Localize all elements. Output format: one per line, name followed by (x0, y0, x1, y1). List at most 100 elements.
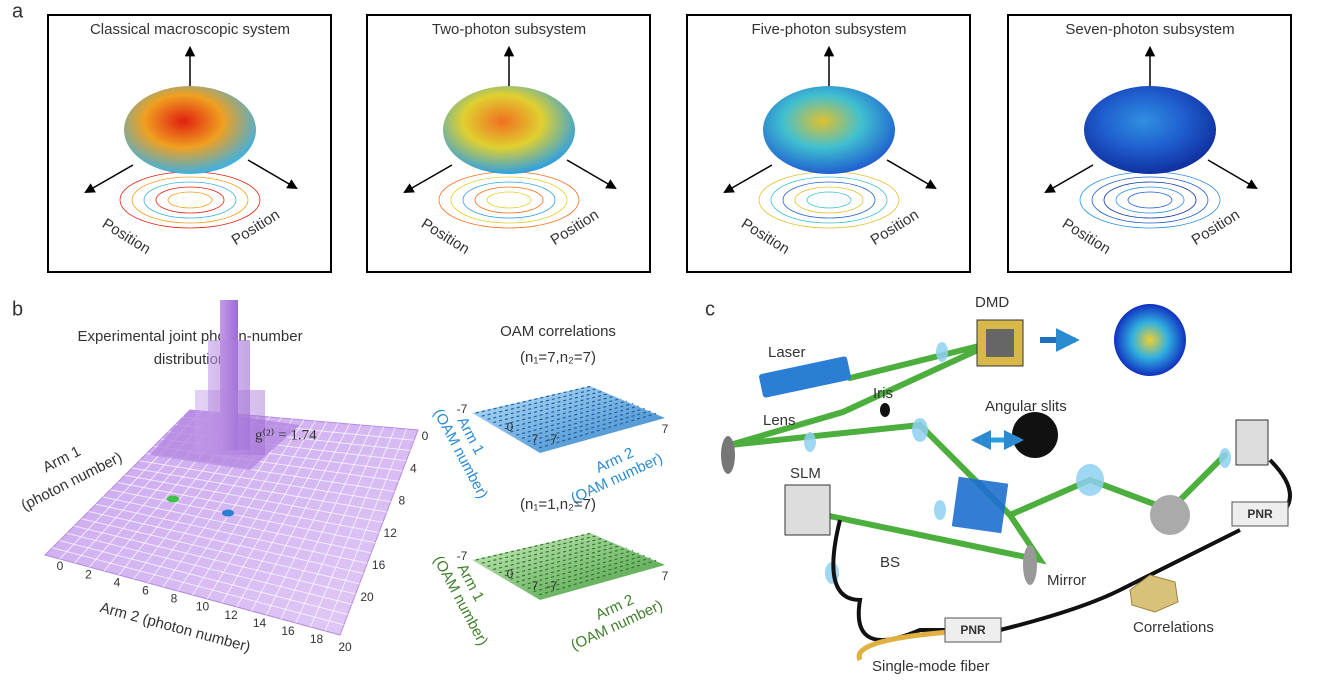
label: Single-mode fiber (872, 658, 990, 675)
surface (443, 86, 575, 174)
mirror (721, 436, 735, 474)
tick-label: 18 (310, 632, 324, 646)
tick-label: -7 (457, 549, 468, 563)
label: Angular slits (985, 398, 1067, 415)
slm (785, 485, 830, 535)
contour (487, 192, 531, 208)
contour (795, 187, 863, 213)
tick-label: 0 (507, 567, 514, 581)
tick-label: 0 (422, 429, 429, 443)
tick-label: 2 (85, 567, 92, 581)
tick-label: 0 (57, 559, 64, 573)
contour (132, 177, 248, 223)
tick-label: 6 (142, 583, 149, 597)
tick-label: 7 (662, 569, 669, 583)
contour (120, 172, 260, 228)
contour (1080, 172, 1220, 228)
tick-label: 4 (114, 575, 121, 589)
contour (475, 187, 543, 213)
label: Laser (768, 344, 806, 361)
tick-label: 8 (171, 592, 178, 606)
contour (1092, 177, 1208, 223)
surface (472, 533, 665, 600)
axis-arrow (248, 160, 296, 188)
contour (771, 177, 887, 223)
marker (167, 496, 179, 503)
marker (222, 510, 234, 517)
contour (168, 192, 212, 208)
tick-label: 7 (532, 579, 539, 593)
axis-arrow (567, 160, 615, 188)
axis-arrow (1046, 165, 1093, 192)
box-title: Two-photon subsystem (432, 21, 586, 38)
contour (451, 177, 567, 223)
beam-splitter (952, 477, 1008, 533)
label: Mirror (1047, 572, 1086, 589)
contour (439, 172, 579, 228)
subtitle: (n₁=1,n₂=7) (520, 496, 596, 513)
contour (1128, 192, 1172, 208)
plot-title: Experimental joint photon-number (77, 328, 302, 345)
iris (880, 403, 890, 417)
tick-label: 7 (662, 422, 669, 436)
axis-arrow (725, 165, 772, 192)
tick-label: 12 (384, 526, 398, 540)
label: DMD (975, 294, 1009, 311)
lenses (804, 342, 1231, 584)
label: Iris (873, 385, 893, 402)
grating (1150, 495, 1190, 535)
label: BS (880, 554, 900, 571)
contour (759, 172, 899, 228)
axis-arrow (887, 160, 935, 188)
surface (763, 86, 895, 174)
histogram-spike (195, 390, 265, 455)
box-title: Seven-photon subsystem (1065, 21, 1234, 38)
subtitle: (n₁=7,n₂=7) (520, 349, 596, 366)
setup: Laser DMD Iris Lens Angular slits SLM BS… (721, 294, 1290, 675)
axis-arrow (86, 165, 133, 192)
surface (472, 386, 665, 453)
contour (156, 187, 224, 213)
axis-label: Position (1189, 206, 1243, 249)
tick-label: 12 (224, 608, 238, 622)
dmd-chip (986, 329, 1014, 357)
label: Correlations (1133, 619, 1214, 636)
fiber (859, 632, 950, 660)
surface (1084, 86, 1216, 174)
tick-label: -7 (547, 432, 558, 446)
box-title: Classical macroscopic system (90, 21, 290, 38)
tick-label: 10 (196, 600, 210, 614)
panel-a: Classical macroscopic system Position Posi… (48, 15, 1291, 272)
tick-label: 20 (360, 590, 374, 604)
label: Lens (763, 412, 796, 429)
figure: a b c Classical macroscopic systemPositi… (0, 0, 1343, 692)
axis-label: Position (229, 206, 283, 249)
plot-title: OAM correlations (500, 323, 616, 340)
g2-label: g⁽²⁾ = 1.74 (255, 427, 317, 443)
contour (807, 192, 851, 208)
speckle (1114, 304, 1186, 376)
tick-label: -7 (457, 402, 468, 416)
contour (1116, 187, 1184, 213)
label: PNR (960, 623, 986, 637)
tick-label: 8 (398, 494, 405, 508)
tick-label: 20 (338, 640, 352, 654)
box-title: Five-photon subsystem (751, 21, 906, 38)
tick-label: 16 (281, 624, 295, 638)
label: PNR (1247, 507, 1273, 521)
laser (758, 356, 851, 398)
tick-label: 4 (410, 461, 417, 475)
tick-label: 0 (507, 420, 514, 434)
panel-label: c (705, 298, 715, 320)
tick-label: 7 (532, 432, 539, 446)
slm (1236, 420, 1268, 465)
axis-label: Position (548, 206, 602, 249)
joint-distribution: Experimental joint photon-number distrib… (18, 300, 428, 656)
panel-label: b (12, 298, 23, 320)
tick-label: 16 (372, 558, 386, 572)
